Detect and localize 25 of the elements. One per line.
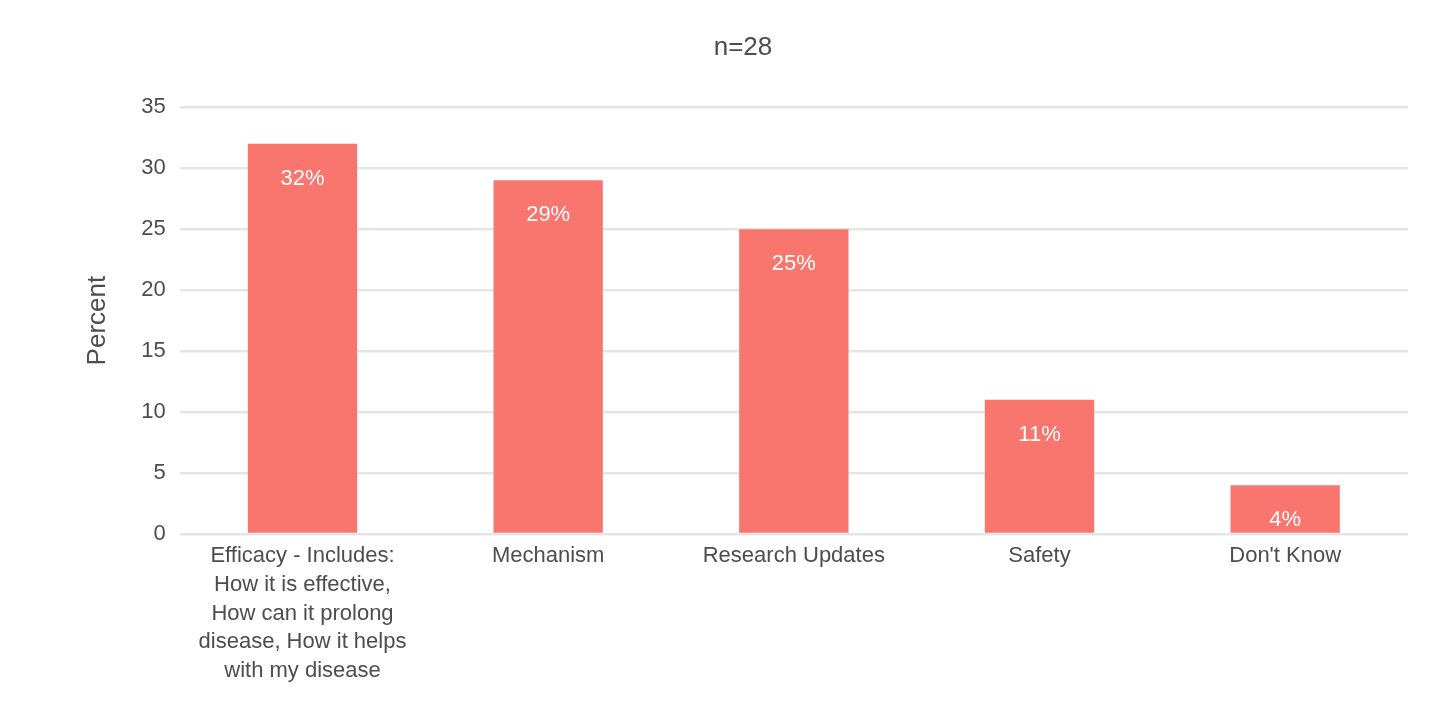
- data-label: 4%: [1269, 506, 1302, 532]
- y-axis-title: Percent: [80, 275, 111, 366]
- x-tick-label: Research Updates: [702, 542, 885, 568]
- x-tick-label: Efficacy - Includes: How it is effective, How can it prolong disease, How it helps with my disease: [198, 542, 407, 682]
- bar: [984, 399, 1095, 533]
- bar: [739, 229, 849, 533]
- y-tick-label: 10: [141, 398, 166, 424]
- data-label: 11%: [1018, 420, 1061, 446]
- y-tick-label: 15: [141, 337, 166, 363]
- y-tick-label: 35: [141, 93, 166, 119]
- x-tick-label: Safety: [1008, 542, 1071, 568]
- y-tick-label: 25: [141, 215, 166, 241]
- x-tick-label: Mechanism: [491, 542, 605, 568]
- data-label: 29%: [526, 201, 571, 227]
- chart-title: n=28: [713, 30, 773, 61]
- bar: [1230, 485, 1340, 533]
- y-tick-label: 20: [141, 276, 166, 302]
- bar: [493, 180, 603, 533]
- data-label: 32%: [280, 164, 325, 190]
- x-tick-label: Don't Know: [1229, 542, 1342, 568]
- y-tick-label: 30: [141, 154, 166, 180]
- y-tick-label: 0: [153, 520, 166, 546]
- y-tick-label: 5: [153, 459, 166, 485]
- bar: [247, 143, 358, 533]
- data-label: 25%: [771, 250, 816, 276]
